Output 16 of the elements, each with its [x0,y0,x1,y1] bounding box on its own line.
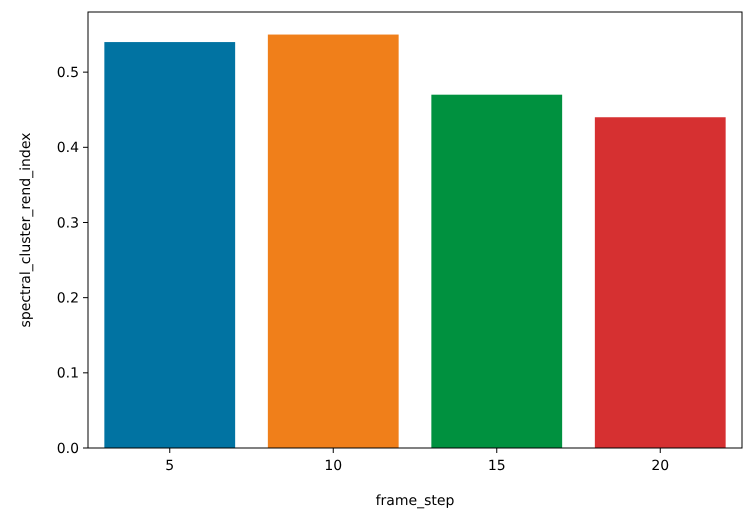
bar [104,42,236,448]
y-tick-label: 0.2 [56,290,79,307]
y-tick-label: 0.3 [56,215,79,232]
x-axis-title: frame_step [376,493,455,509]
x-tick-label: 10 [324,458,342,474]
bar [268,34,399,448]
y-tick-label: 0.1 [56,366,79,382]
x-tick-label: 15 [488,458,506,474]
y-axis-title: spectral_cluster_rend_index [18,132,34,328]
y-tick-label: 0.0 [56,440,79,457]
bar [431,94,562,448]
bar [594,117,726,448]
x-tick-label: 20 [651,458,670,474]
y-tick-label: 0.4 [56,140,80,156]
y-tick-label: 0.5 [56,65,79,82]
x-tick-label: 5 [165,458,174,474]
